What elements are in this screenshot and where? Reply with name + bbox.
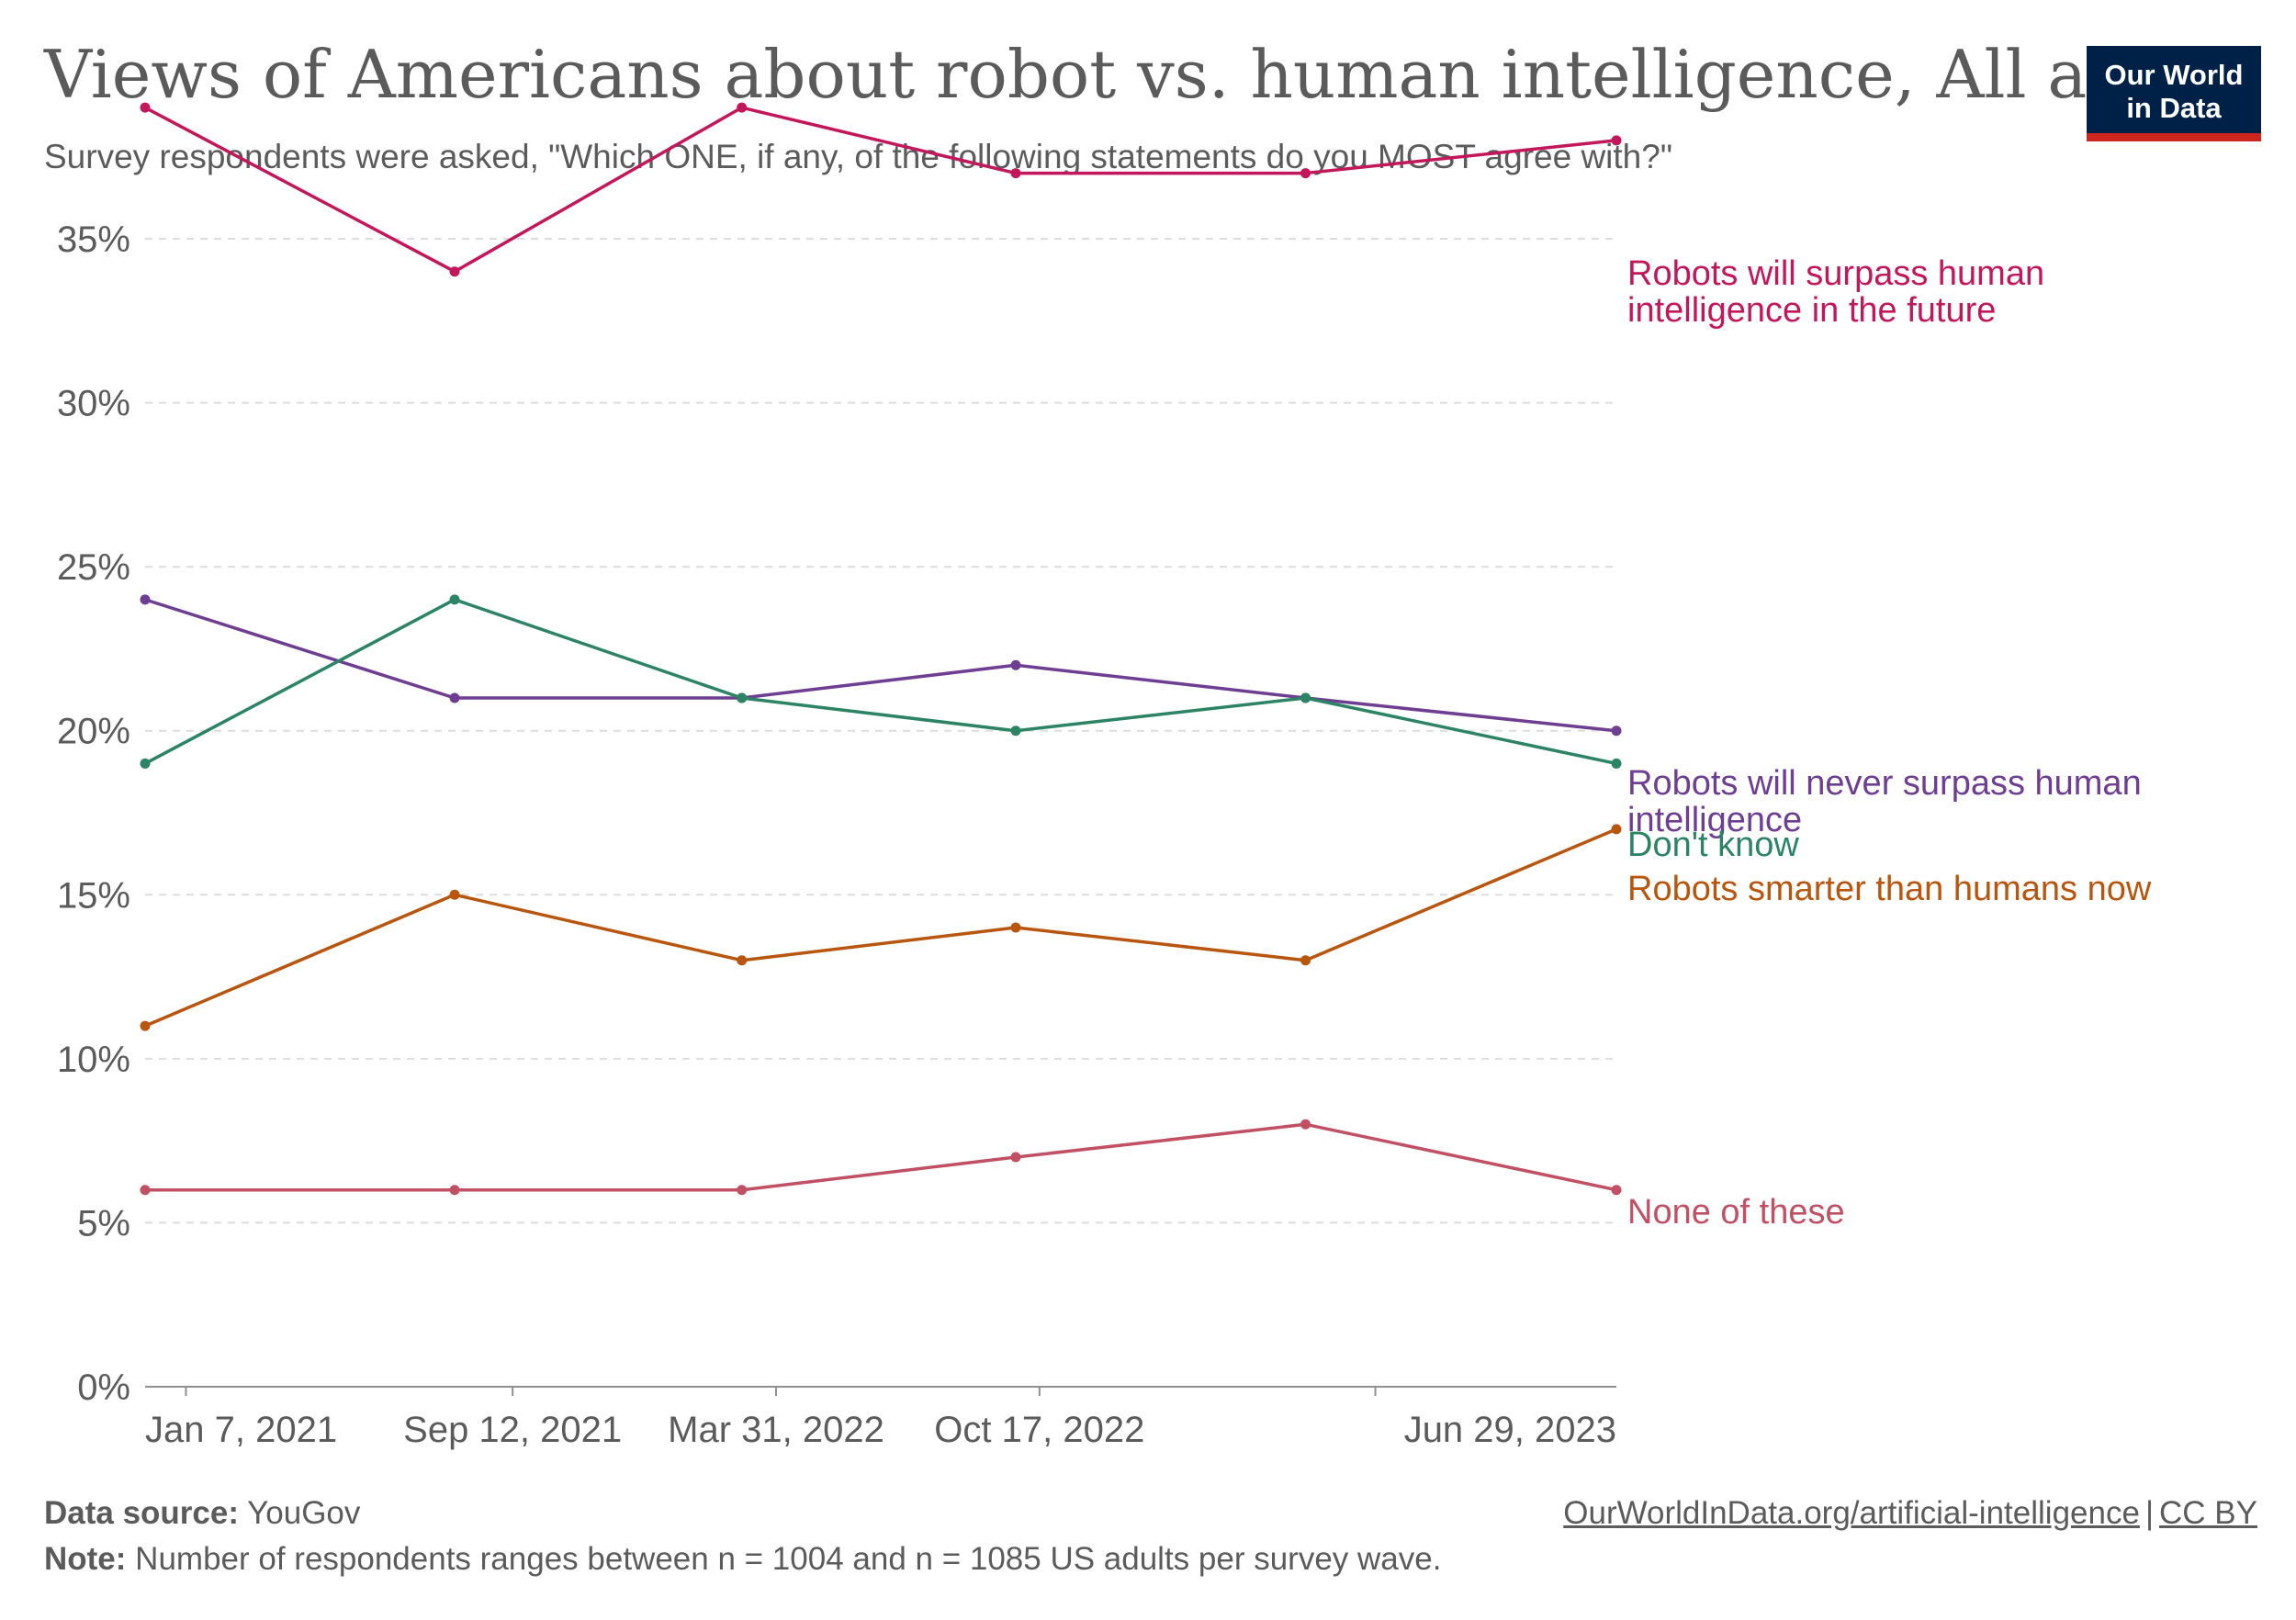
y-tick-label: 10%	[57, 1040, 130, 1080]
logo-accent-bar	[2087, 133, 2261, 141]
data-point	[1300, 1119, 1311, 1130]
chart-subtitle: Survey respondents were asked, "Which ON…	[44, 138, 1672, 175]
data-point	[1611, 758, 1622, 769]
grid-layer: 0% 5% 10% 15% 20% 25% 30% 35%	[57, 219, 1616, 1408]
y-tick-label: 15%	[57, 875, 130, 916]
x-tick-label: Mar 31, 2022	[668, 1410, 884, 1450]
series-line	[144, 598, 1617, 766]
y-tick-label: 0%	[77, 1367, 130, 1408]
logo-line-1: Our World	[2104, 59, 2244, 91]
series-line	[144, 827, 1617, 1028]
data-point	[449, 1185, 460, 1196]
series-line	[144, 106, 1617, 274]
license-link[interactable]: CC BY	[2159, 1495, 2257, 1531]
footer-links: OurWorldInData.org/artificial-intelligen…	[1563, 1495, 2257, 1532]
link-separator: |	[2144, 1495, 2155, 1531]
data-point	[1611, 135, 1622, 146]
data-point	[1010, 659, 1021, 670]
data-source-label: Data source:	[44, 1495, 240, 1531]
data-source-value: YouGov	[247, 1495, 361, 1531]
data-point	[1300, 955, 1311, 966]
chart-title: Views of Americans about robot vs. human…	[44, 36, 2254, 113]
data-point	[140, 1185, 151, 1196]
data-point	[1010, 1152, 1021, 1163]
data-point	[1010, 922, 1021, 933]
data-point	[737, 692, 748, 703]
data-point	[1010, 726, 1021, 737]
series-label: Robots will never surpass human	[1627, 764, 2142, 803]
data-point	[140, 594, 151, 605]
line-chart: 0% 5% 10% 15% 20% 25% 30% 35% Jan 7, 2021 Sep 12…	[57, 102, 2152, 1450]
data-point	[1300, 692, 1311, 703]
y-tick-label: 5%	[77, 1203, 130, 1243]
note-label: Note:	[44, 1541, 127, 1577]
x-tick-label: Jun 29, 2023	[1404, 1410, 1616, 1450]
data-point	[737, 102, 748, 113]
data-point	[140, 758, 151, 769]
data-point	[1611, 824, 1622, 835]
data-point	[449, 594, 460, 605]
data-point	[140, 102, 151, 113]
series-layer	[140, 102, 1622, 1196]
data-point	[1300, 168, 1311, 179]
series-label: intelligence	[1627, 801, 1802, 839]
series-label: Robots will surpass human	[1627, 254, 2044, 293]
x-tick-label: Sep 12, 2021	[403, 1410, 622, 1450]
data-point	[449, 692, 460, 703]
chart-note: Note: Number of respondents ranges betwe…	[44, 1541, 1441, 1578]
series-label: None of these	[1627, 1193, 1845, 1232]
data-point	[140, 1020, 151, 1031]
data-point	[449, 889, 460, 900]
data-point	[1611, 726, 1622, 737]
data-source: Data source: YouGov	[44, 1495, 360, 1532]
y-tick-label: 30%	[57, 384, 130, 424]
note-text: Number of respondents ranges between n =…	[135, 1541, 1442, 1577]
y-tick-label: 20%	[57, 712, 130, 752]
series-label: intelligence in the future	[1627, 291, 1996, 330]
logo-line-2: in Data	[2126, 92, 2222, 124]
x-axis: Jan 7, 2021 Sep 12, 2021 Mar 31, 2022 Oct 1…	[145, 1386, 1616, 1450]
y-tick-label: 25%	[57, 547, 130, 588]
data-point	[1611, 1185, 1622, 1196]
source-link[interactable]: OurWorldInData.org/artificial-intelligen…	[1563, 1495, 2140, 1531]
x-tick-label: Jan 7, 2021	[145, 1410, 337, 1450]
data-point	[737, 955, 748, 966]
series-label: Robots smarter than humans now	[1627, 870, 2152, 908]
series-line	[145, 1122, 1617, 1192]
data-point	[1010, 168, 1021, 179]
series-label: Don't know	[1627, 826, 1799, 864]
data-point	[449, 266, 460, 277]
x-tick-label: Oct 17, 2022	[934, 1410, 1144, 1450]
series-line	[144, 598, 1617, 733]
owid-logo[interactable]: Our World in Data	[2087, 46, 2261, 141]
data-point	[737, 1185, 748, 1196]
y-tick-label: 35%	[57, 219, 130, 260]
